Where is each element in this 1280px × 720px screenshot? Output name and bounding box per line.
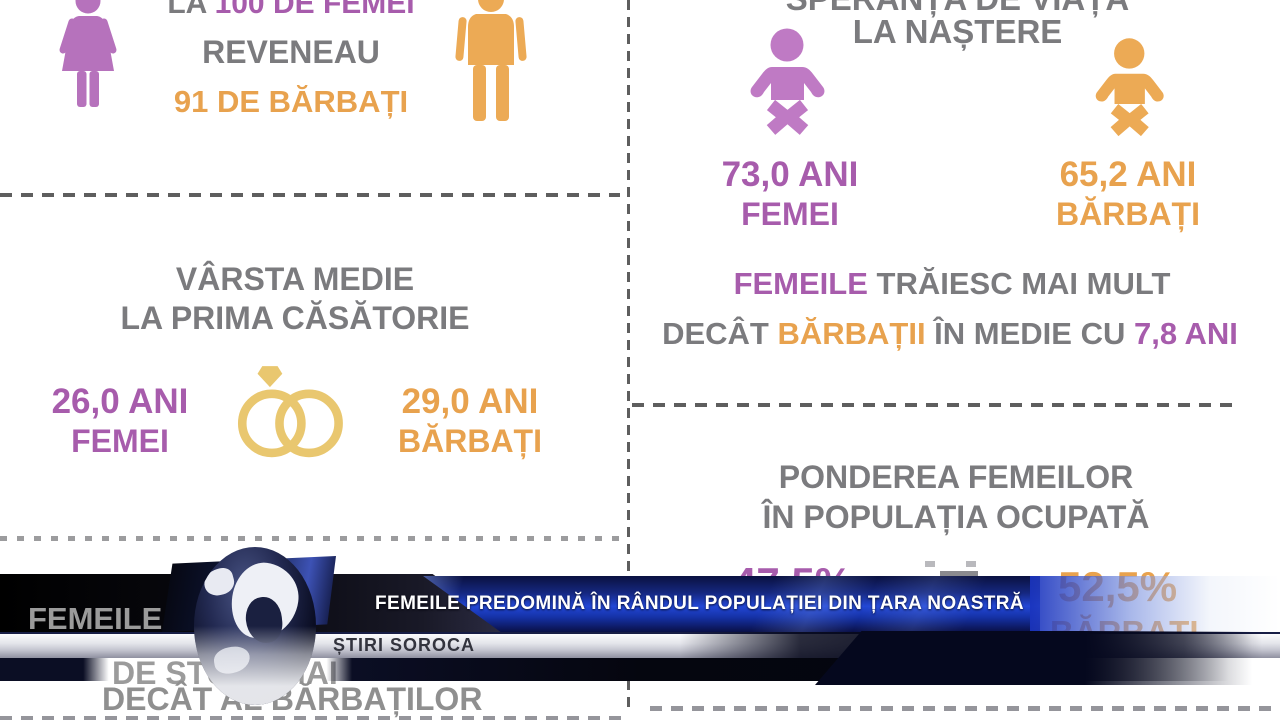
man-icon	[455, 0, 527, 121]
globe-continent	[227, 558, 303, 644]
marriage-female-label: FEMEI	[71, 423, 169, 459]
woman-icon	[59, 0, 117, 107]
horizontal-divider-left-top	[0, 193, 620, 197]
baby-girl-icon	[750, 28, 825, 135]
vertical-divider-dashed	[627, 0, 630, 712]
wedding-rings-icon	[237, 366, 343, 458]
balance-scale-tray	[966, 561, 976, 567]
life-title-line1: SPERANȚA DE VIAȚĂ	[705, 0, 1210, 18]
headline-banner-fade	[1030, 576, 1280, 632]
balance-scale-icon	[925, 561, 935, 567]
ratio-highlight: 100 DE FEMEI	[214, 0, 415, 20]
marriage-female-value: 26,0 ANI	[51, 382, 189, 421]
lower-third-dark-wedge	[815, 631, 1280, 685]
life-note-barbatii: BĂRBAȚII	[777, 316, 926, 351]
horizontal-divider-bottom-left	[0, 716, 628, 720]
globe-continent	[201, 565, 237, 599]
headline-banner	[423, 576, 1040, 632]
globe-continent-dark	[243, 595, 285, 645]
employment-title-line1: PONDEREA FEMEILOR	[778, 459, 1134, 495]
life-note-decat: DECÂT	[662, 316, 778, 351]
horizontal-divider-left-bottom	[0, 536, 622, 541]
life-note-femeile: FEMEILE	[733, 266, 868, 301]
marriage-male-label: BĂRBAȚI	[398, 423, 542, 459]
education-fragment-femeile: FEMEILE	[28, 601, 163, 636]
life-female-value: 73,0 ANI	[721, 155, 859, 194]
ratio-line1: LA 100 DE FEMEI	[96, 0, 486, 21]
life-note-medie: ÎN MEDIE CU	[925, 316, 1134, 351]
life-note-ani: 7,8 ANI	[1133, 316, 1238, 351]
globe-continent	[212, 644, 252, 676]
life-title-line2: LA NAȘTERE	[852, 13, 1063, 50]
life-note-traiesc: TRĂIESC MAI MULT	[867, 266, 1171, 301]
marriage-title-line2: LA PRIMA CĂSĂTORIE	[120, 300, 470, 336]
life-male-value: 65,2 ANI	[1059, 155, 1197, 194]
life-note-line2: DECÂT BĂRBAȚII ÎN MEDIE CU 7,8 ANI	[620, 316, 1280, 352]
life-note-line1: FEMEILE TRĂIESC MAI MULT	[652, 266, 1252, 302]
horizontal-divider-right	[632, 403, 1234, 407]
balance-scale-beam	[940, 571, 978, 577]
life-female-label: FEMEI	[741, 196, 839, 232]
marriage-male-value: 29,0 ANI	[401, 382, 539, 421]
horizontal-divider-bottom-right	[650, 706, 1280, 711]
globe-icon	[194, 547, 316, 705]
headline-text: FEMEILE PREDOMINĂ ÎN RÂNDUL POPULAȚIEI D…	[375, 593, 1025, 614]
employment-title-line2: ÎN POPULAȚIA OCUPATĂ	[762, 499, 1150, 535]
ratio-line2: REVENEAU	[202, 34, 380, 70]
ratio-line3: 91 DE BĂRBAȚI	[173, 84, 409, 119]
marriage-title-line1: VÂRSTA MEDIE	[175, 261, 415, 297]
baby-boy-icon	[1095, 38, 1164, 137]
channel-name: ȘTIRI SOROCA	[333, 635, 476, 655]
ratio-prefix: LA	[167, 0, 215, 20]
life-male-label: BĂRBAȚI	[1056, 196, 1200, 232]
